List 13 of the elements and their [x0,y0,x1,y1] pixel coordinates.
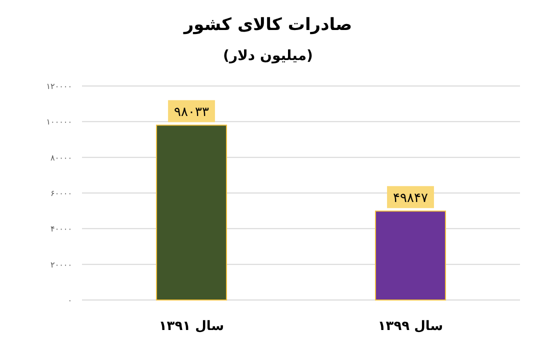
y-tick-label: ۶۰۰۰۰ [50,189,72,198]
y-tick-label: ۱۲۰۰۰۰ [46,82,72,91]
x-tick-label: سال ۱۳۹۱ [158,319,224,334]
data-label: ۴۹۸۴۷ [393,191,428,206]
x-tick-label: سال ۱۳۹۹ [378,319,444,334]
chart-subtitle: (میلیون دلار) [223,48,313,64]
y-tick-label: ۰ [68,296,72,305]
data-label: ۹۸۰۳۳ [174,105,209,120]
y-tick-label: ۴۰۰۰۰ [50,224,72,234]
chart-title: صادرات کالای کشور [182,15,352,35]
y-tick-label: ۱۰۰۰۰۰ [46,118,72,127]
y-tick-label: ۸۰۰۰۰ [50,153,72,162]
y-tick-label: ۲۰۰۰۰ [50,260,72,270]
